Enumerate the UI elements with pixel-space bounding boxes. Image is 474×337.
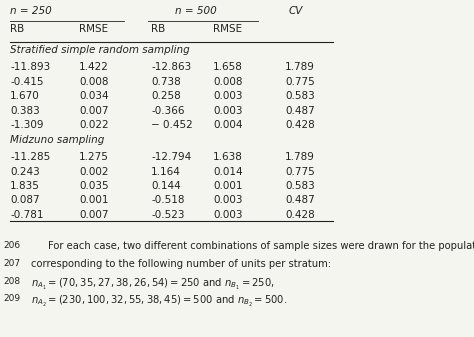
Text: 0.001: 0.001 <box>79 195 109 206</box>
Text: For each case, two different combinations of sample sizes were drawn for the pop: For each case, two different combination… <box>48 241 474 251</box>
Text: corresponding to the following number of units per stratum:: corresponding to the following number of… <box>31 259 331 269</box>
Text: 0.428: 0.428 <box>285 210 315 220</box>
Text: n = 500: n = 500 <box>175 6 217 16</box>
Text: -0.523: -0.523 <box>151 210 184 220</box>
Text: − 0.452: − 0.452 <box>151 120 193 130</box>
Text: 0.022: 0.022 <box>79 120 109 130</box>
Text: 0.003: 0.003 <box>213 91 242 101</box>
Text: 0.001: 0.001 <box>213 181 242 191</box>
Text: 0.583: 0.583 <box>285 181 315 191</box>
Text: 1.164: 1.164 <box>151 166 181 177</box>
Text: 0.775: 0.775 <box>285 166 315 177</box>
Text: n = 250: n = 250 <box>10 6 52 16</box>
Text: 1.789: 1.789 <box>285 152 315 162</box>
Text: CV: CV <box>289 6 303 16</box>
Text: Stratified simple random sampling: Stratified simple random sampling <box>10 45 190 55</box>
Text: 0.003: 0.003 <box>213 210 242 220</box>
Text: 0.014: 0.014 <box>213 166 243 177</box>
Text: 0.035: 0.035 <box>79 181 109 191</box>
Text: 0.002: 0.002 <box>79 166 109 177</box>
Text: 209: 209 <box>3 294 20 303</box>
Text: 0.007: 0.007 <box>79 106 109 116</box>
Text: -0.518: -0.518 <box>151 195 184 206</box>
Text: 0.003: 0.003 <box>213 106 242 116</box>
Text: 0.008: 0.008 <box>79 77 109 87</box>
Text: 207: 207 <box>3 259 20 268</box>
Text: -11.285: -11.285 <box>10 152 51 162</box>
Text: -11.893: -11.893 <box>10 62 51 72</box>
Text: 0.008: 0.008 <box>213 77 242 87</box>
Text: 0.738: 0.738 <box>151 77 181 87</box>
Text: 0.003: 0.003 <box>213 195 242 206</box>
Text: 0.243: 0.243 <box>10 166 40 177</box>
Text: 1.789: 1.789 <box>285 62 315 72</box>
Text: 1.275: 1.275 <box>79 152 109 162</box>
Text: RMSE: RMSE <box>213 24 242 34</box>
Text: 0.428: 0.428 <box>285 120 315 130</box>
Text: 0.004: 0.004 <box>213 120 242 130</box>
Text: -0.366: -0.366 <box>151 106 184 116</box>
Text: RB: RB <box>10 24 25 34</box>
Text: 1.638: 1.638 <box>213 152 243 162</box>
Text: 0.144: 0.144 <box>151 181 181 191</box>
Text: 1.658: 1.658 <box>213 62 243 72</box>
Text: 0.775: 0.775 <box>285 77 315 87</box>
Text: 0.087: 0.087 <box>10 195 40 206</box>
Text: 0.007: 0.007 <box>79 210 109 220</box>
Text: -0.781: -0.781 <box>10 210 44 220</box>
Text: RB: RB <box>151 24 165 34</box>
Text: 0.487: 0.487 <box>285 106 315 116</box>
Text: 0.583: 0.583 <box>285 91 315 101</box>
Text: -12.863: -12.863 <box>151 62 191 72</box>
Text: -12.794: -12.794 <box>151 152 191 162</box>
Text: 1.835: 1.835 <box>10 181 40 191</box>
Text: Midzuno sampling: Midzuno sampling <box>10 134 105 145</box>
Text: RMSE: RMSE <box>79 24 108 34</box>
Text: 208: 208 <box>3 277 20 286</box>
Text: $n_{A_1} = (70, 35, 27, 38, 26, 54) = 250$ and $n_{B_1} = 250,$: $n_{A_1} = (70, 35, 27, 38, 26, 54) = 25… <box>31 277 274 292</box>
Text: -1.309: -1.309 <box>10 120 44 130</box>
Text: -0.415: -0.415 <box>10 77 44 87</box>
Text: 1.422: 1.422 <box>79 62 109 72</box>
Text: 206: 206 <box>3 241 20 250</box>
Text: $n_{A_2} = (230, 100, 32, 55, 38, 45) = 500$ and $n_{B_2} = 500.$: $n_{A_2} = (230, 100, 32, 55, 38, 45) = … <box>31 294 287 309</box>
Text: 0.487: 0.487 <box>285 195 315 206</box>
Text: 1.670: 1.670 <box>10 91 40 101</box>
Text: 0.383: 0.383 <box>10 106 40 116</box>
Text: 0.034: 0.034 <box>79 91 109 101</box>
Text: 0.258: 0.258 <box>151 91 181 101</box>
